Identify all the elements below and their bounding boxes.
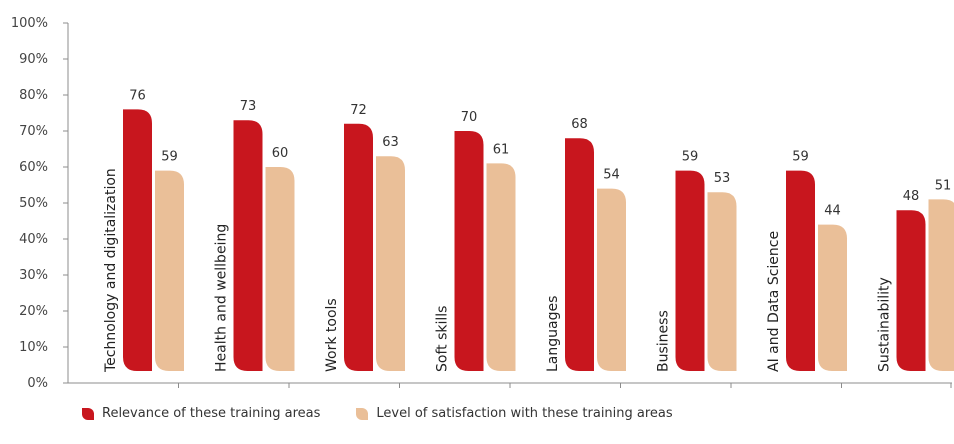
bar-chart: 0% 10% 20% 30% 40% 50% 60% 70% 80% 90% 100% 76 59 Tec… (11, 16, 954, 391)
bar-satisfaction (376, 156, 405, 371)
data-label-relevance: 72 (350, 103, 367, 118)
bar-relevance (123, 109, 152, 372)
data-label-satisfaction: 60 (272, 146, 289, 161)
legend-swatch-relevance (82, 407, 94, 420)
legend-item-satisfaction: Level of satisfaction with these trainin… (356, 406, 673, 421)
data-label-satisfaction: 54 (603, 168, 620, 183)
bar-relevance (675, 170, 705, 371)
y-tick-label: 80% (19, 88, 48, 103)
category-label: AI and Data Science (766, 231, 782, 372)
category-label: Health and wellbeing (214, 224, 230, 372)
data-label-satisfaction: 53 (714, 171, 731, 186)
bar-relevance (454, 131, 484, 371)
data-label-relevance: 73 (240, 99, 257, 114)
bar-relevance (344, 123, 373, 371)
y-tick-label: 0% (27, 376, 48, 391)
category-label: Technology and digitalization (103, 168, 119, 373)
y-tick-label: 20% (19, 304, 48, 319)
category-label: Sustainability (877, 277, 893, 372)
data-label-relevance: 59 (792, 150, 809, 165)
bar-satisfaction (265, 167, 295, 371)
bar-relevance (786, 170, 815, 371)
legend-swatch-satisfaction (356, 407, 369, 420)
bar-satisfaction (155, 170, 184, 371)
bar-satisfaction (928, 199, 954, 371)
legend: Relevance of these training areas Level … (82, 406, 673, 421)
bar-satisfaction (597, 188, 626, 371)
bar-satisfaction (486, 163, 516, 371)
bar-relevance (896, 210, 926, 371)
data-label-relevance: 68 (571, 117, 588, 132)
data-label-relevance: 59 (682, 150, 699, 165)
data-label-relevance: 76 (129, 88, 146, 103)
y-tick-label: 40% (19, 232, 48, 247)
bar-relevance (233, 120, 263, 371)
data-label-satisfaction: 59 (161, 150, 178, 165)
category-label: Languages (545, 296, 561, 372)
y-tick-label: 90% (19, 52, 48, 67)
category-label: Work tools (324, 298, 340, 372)
data-label-relevance: 70 (461, 110, 478, 125)
data-label-satisfaction: 63 (382, 135, 399, 150)
bar-satisfaction (707, 192, 737, 371)
category-label: Business (656, 310, 672, 372)
y-tick-label: 70% (19, 124, 48, 139)
legend-item-relevance: Relevance of these training areas (82, 406, 320, 421)
y-tick-label: 10% (19, 340, 48, 355)
y-tick-label: 30% (19, 268, 48, 283)
data-label-relevance: 48 (903, 189, 920, 204)
legend-label-satisfaction: Level of satisfaction with these trainin… (376, 406, 673, 421)
data-label-satisfaction: 44 (824, 204, 841, 219)
y-tick-label: 100% (11, 16, 48, 31)
y-tick-label: 60% (19, 160, 48, 175)
category-label: Soft skills (435, 306, 451, 372)
bar-satisfaction (818, 224, 847, 371)
data-label-satisfaction: 51 (935, 178, 952, 193)
legend-label-relevance: Relevance of these training areas (102, 406, 321, 421)
bar-relevance (565, 138, 594, 371)
data-label-satisfaction: 61 (493, 142, 510, 157)
y-tick-label: 50% (19, 196, 48, 211)
